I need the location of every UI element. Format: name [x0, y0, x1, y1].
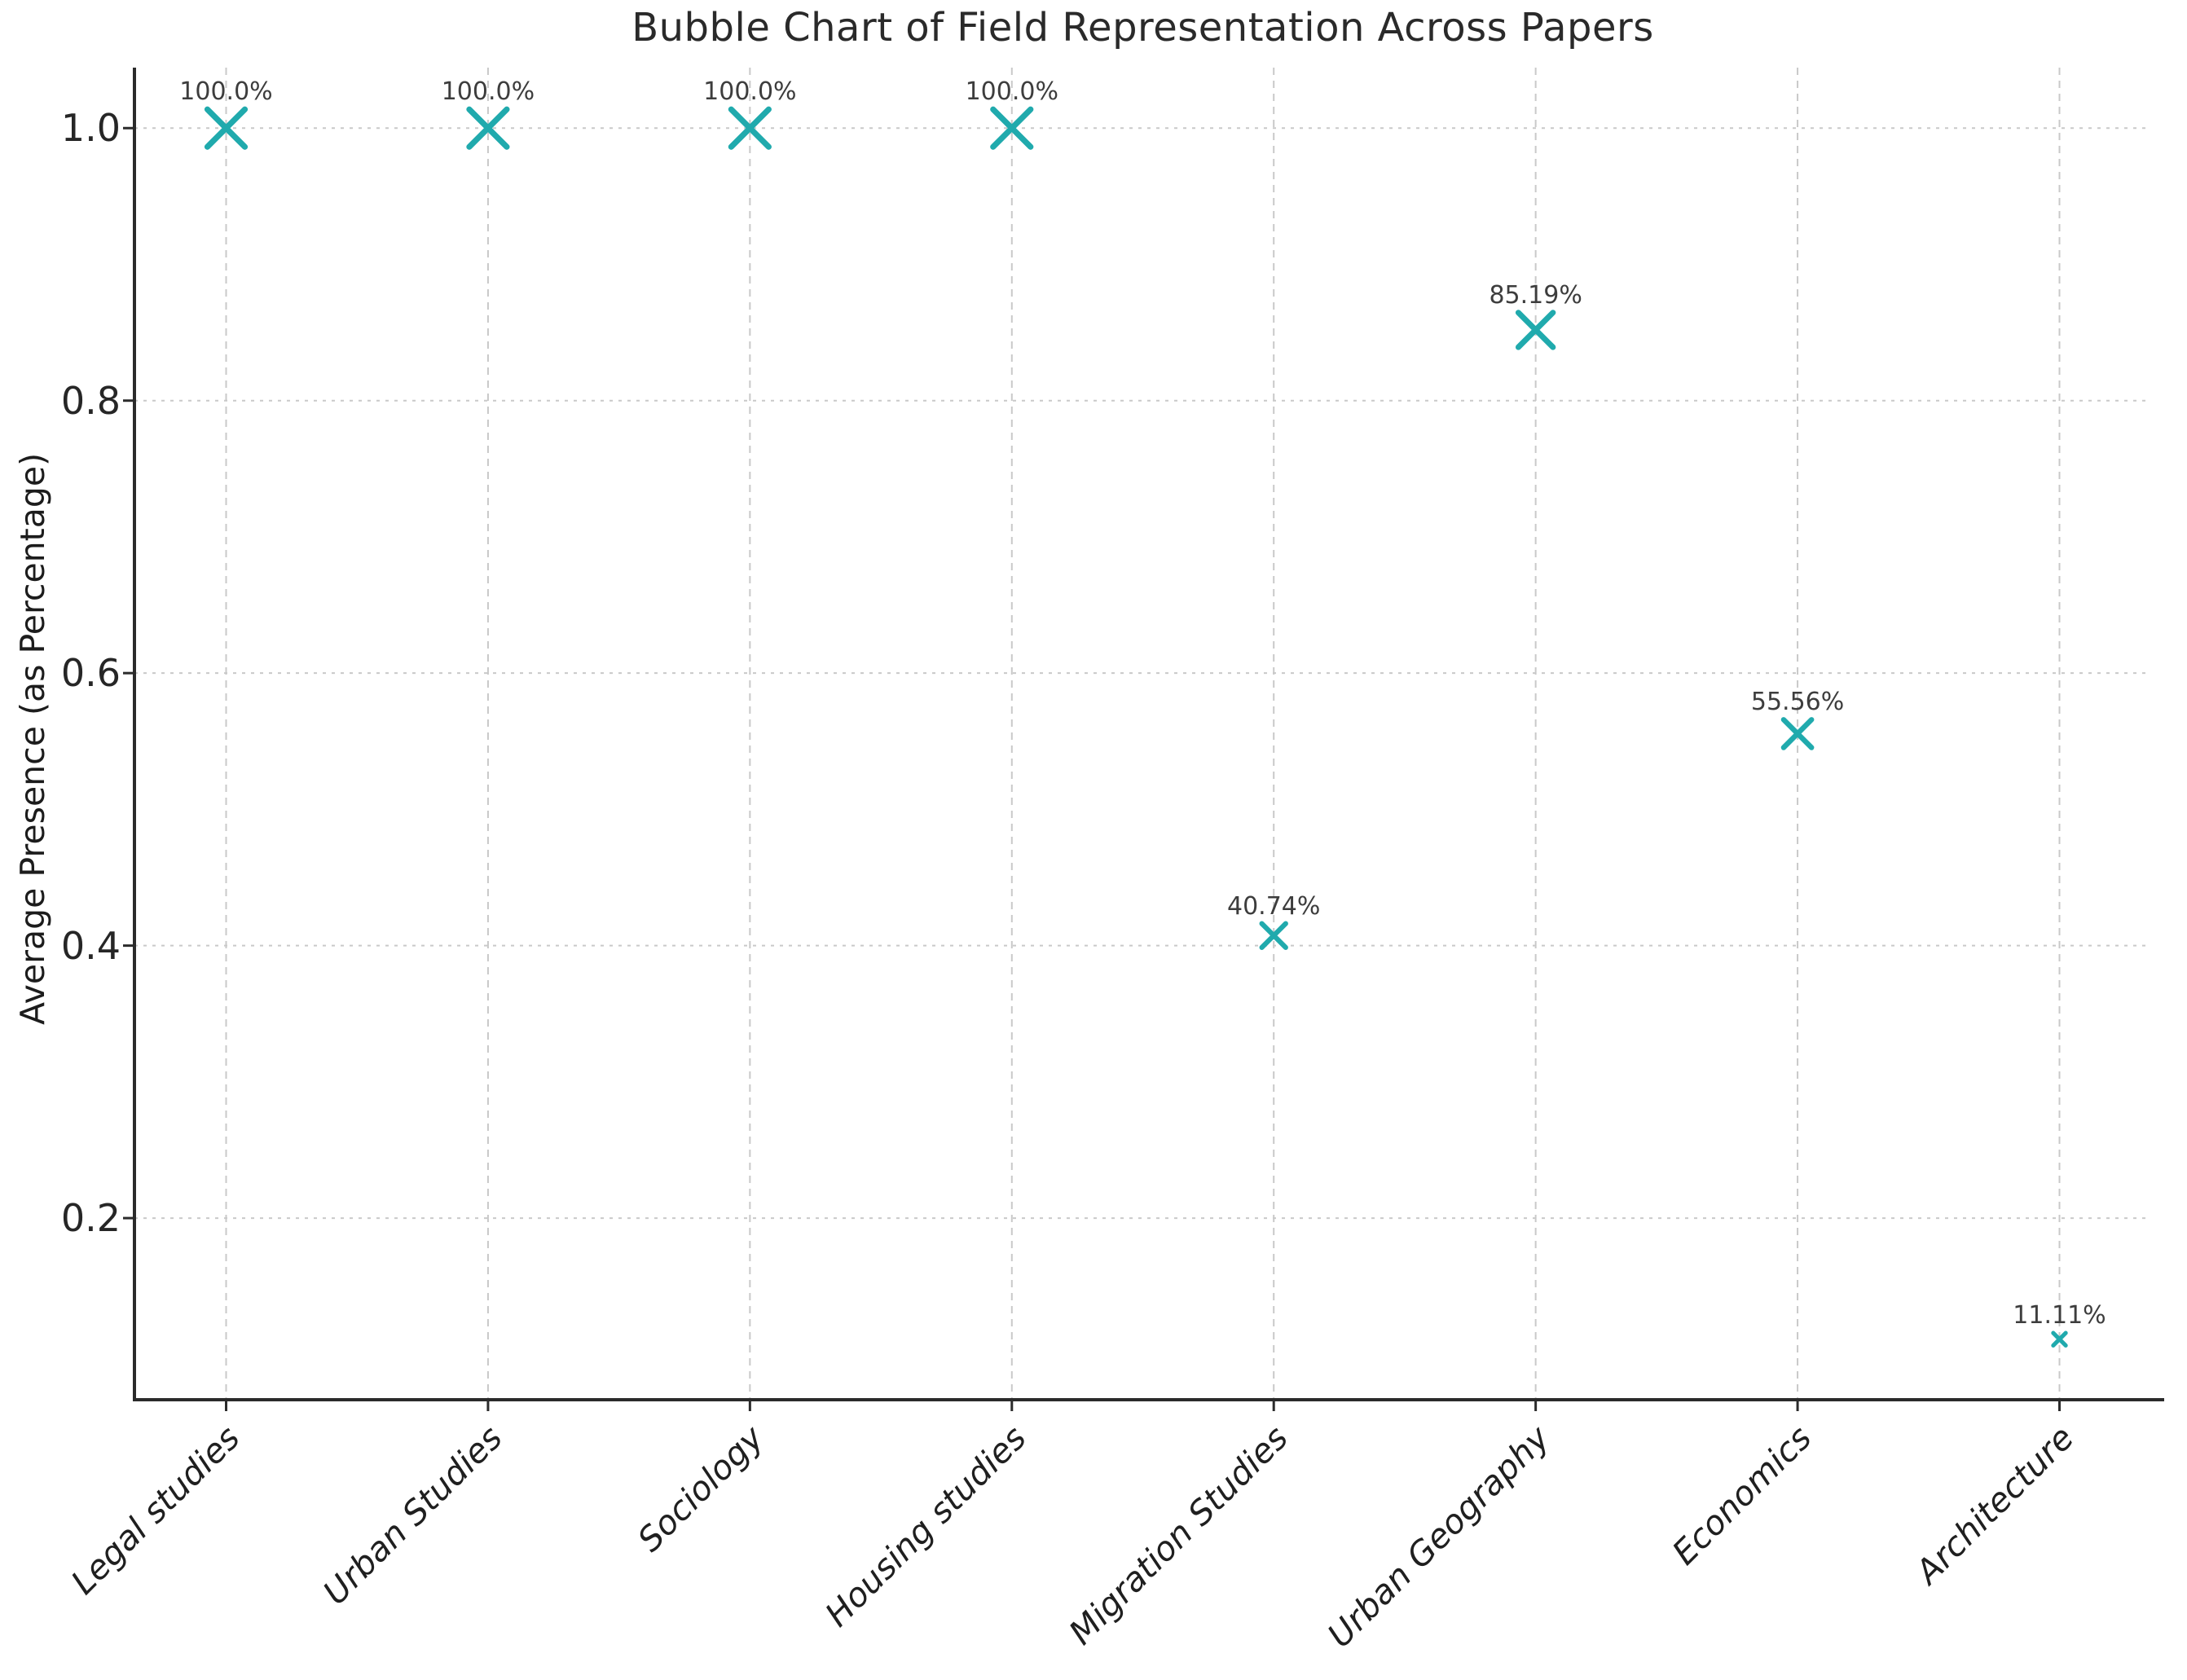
data-point-marker	[1515, 310, 1556, 350]
data-point-marker	[204, 106, 249, 150]
data-point-marker	[466, 106, 510, 150]
data-point-label: 100.0%	[179, 77, 273, 107]
y-tick-label: 0.2	[60, 1196, 121, 1241]
y-tick-label: 0.6	[60, 651, 121, 696]
data-point-label: 40.74%	[1227, 891, 1321, 921]
y-tick-label: 1.0	[60, 106, 121, 151]
data-point-marker	[728, 106, 772, 150]
data-point-label: 85.19%	[1489, 280, 1582, 310]
data-point-marker	[1259, 921, 1288, 950]
data-point-label: 55.56%	[1750, 688, 1845, 717]
y-tick-label: 0.4	[60, 923, 121, 968]
data-point-marker	[2051, 1330, 2068, 1348]
data-point-label: 11.11%	[2013, 1301, 2106, 1330]
data-point-marker	[990, 106, 1034, 150]
data-point-label: 100.0%	[441, 77, 535, 107]
chart-title: Bubble Chart of Field Representation Acr…	[631, 5, 1654, 51]
data-point-label: 100.0%	[703, 77, 797, 107]
data-point-label: 100.0%	[965, 77, 1058, 107]
data-point-marker	[1780, 717, 1815, 750]
y-tick-label: 0.8	[60, 378, 121, 423]
